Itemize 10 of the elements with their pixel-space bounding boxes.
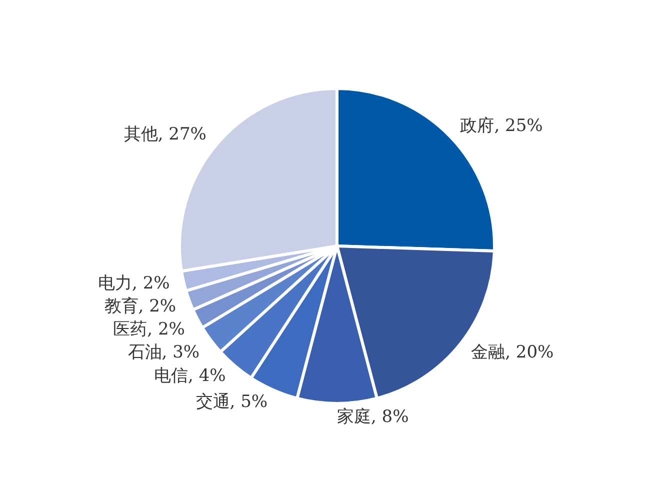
- slice-label: 金融, 20%: [471, 342, 554, 362]
- slice-label: 电信, 4%: [154, 366, 226, 386]
- slice-label: 政府, 25%: [460, 116, 543, 136]
- slice-label: 电力, 2%: [98, 274, 170, 294]
- slice-label: 教育, 2%: [104, 296, 176, 317]
- slice-label: 其他, 27%: [124, 124, 206, 144]
- slice-label: 石油, 3%: [128, 342, 200, 363]
- slice-label: 交通, 5%: [196, 392, 268, 412]
- slice-label: 医药, 2%: [113, 320, 185, 340]
- slice-label: 家庭, 8%: [337, 406, 409, 427]
